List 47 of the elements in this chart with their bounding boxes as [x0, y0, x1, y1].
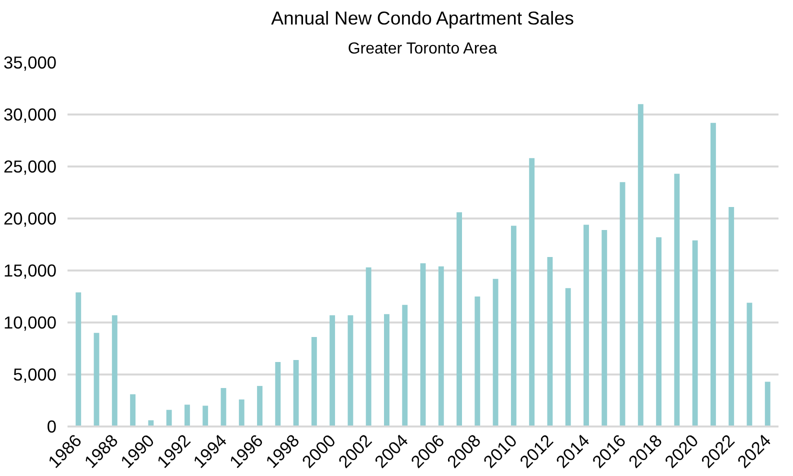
bar — [76, 292, 82, 426]
bar — [547, 256, 553, 426]
bar — [746, 302, 752, 426]
bar — [602, 230, 608, 426]
bar — [764, 382, 770, 426]
bar — [656, 237, 662, 426]
y-tick-label: 30,000 — [4, 104, 56, 124]
bar — [366, 267, 372, 426]
bar — [420, 263, 426, 426]
bar — [330, 315, 336, 426]
bar — [257, 386, 262, 426]
bar — [529, 158, 535, 426]
bar — [94, 332, 100, 426]
bar — [710, 122, 716, 426]
bar — [620, 182, 626, 426]
bar — [510, 226, 516, 426]
bar — [238, 399, 244, 426]
bar — [275, 362, 281, 426]
bar — [492, 278, 498, 426]
bar — [348, 315, 354, 426]
y-tick-label: 25,000 — [4, 156, 56, 176]
chart-subtitle: Greater Toronto Area — [348, 40, 498, 58]
y-tick-label: 10,000 — [4, 312, 56, 332]
y-tick-label: 35,000 — [4, 52, 56, 72]
bar — [438, 266, 444, 426]
y-tick-label: 5,000 — [13, 364, 57, 384]
bar — [674, 174, 680, 426]
bar — [565, 288, 571, 426]
bar — [456, 212, 462, 426]
bar — [728, 207, 734, 426]
bar — [638, 104, 644, 426]
y-tick-label: 15,000 — [4, 260, 56, 280]
bar — [166, 410, 172, 426]
bar — [474, 296, 480, 426]
y-tick-label: 20,000 — [4, 208, 56, 228]
bar — [384, 314, 390, 426]
y-tick-label: 0 — [46, 416, 57, 436]
bar — [293, 360, 299, 426]
bar — [202, 406, 208, 426]
bar — [184, 404, 190, 426]
bar — [112, 315, 118, 426]
bar — [311, 337, 317, 426]
bar — [130, 394, 136, 426]
bar — [584, 224, 589, 426]
chart-title: Annual New Condo Apartment Sales — [271, 8, 574, 28]
bar — [402, 304, 408, 426]
bar — [692, 240, 698, 426]
